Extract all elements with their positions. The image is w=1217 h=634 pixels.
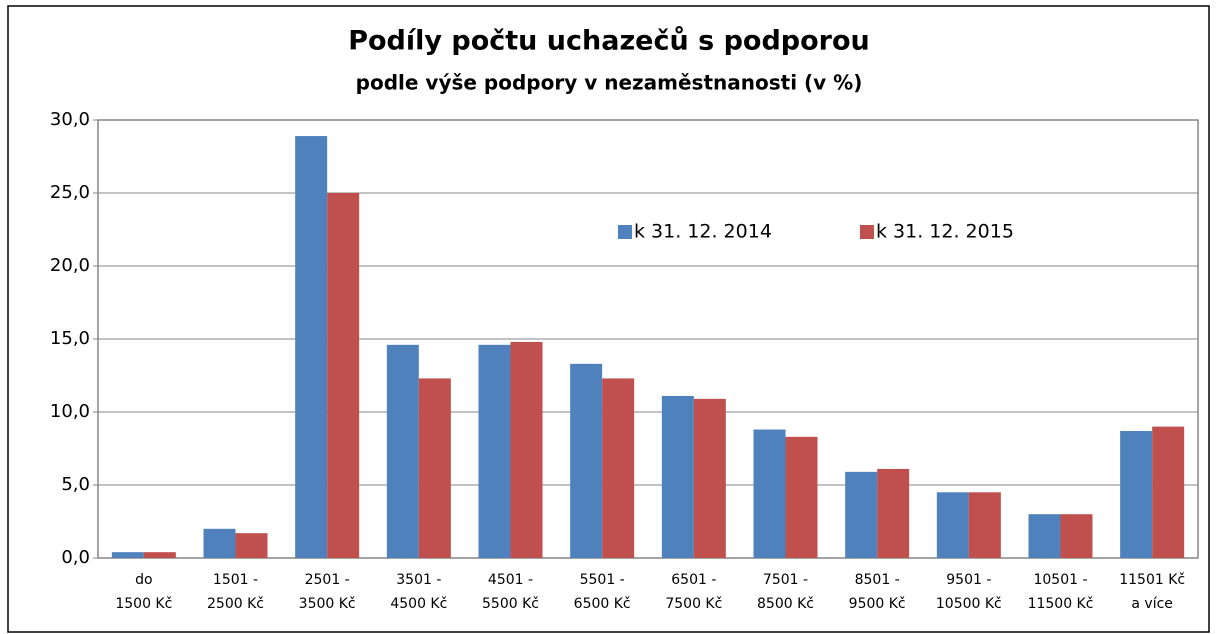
bar xyxy=(661,395,694,558)
bar xyxy=(845,471,878,558)
y-tick-label: 30,0 xyxy=(50,109,90,130)
bar xyxy=(1152,426,1185,558)
x-tick-label: 8501 - xyxy=(855,572,900,588)
bar xyxy=(1028,514,1061,558)
x-tick-label: 6500 Kč xyxy=(574,596,631,612)
chart-title: Podíly počtu uchazečů s podporou xyxy=(348,26,870,57)
bar xyxy=(602,378,635,558)
x-tick-label: 1501 - xyxy=(213,572,258,588)
bar xyxy=(693,398,726,558)
plot-area xyxy=(97,119,1199,559)
x-tick-label: 10501 - xyxy=(1033,572,1087,588)
x-tick-label: 6501 - xyxy=(671,572,716,588)
x-tick-label: do xyxy=(135,572,152,588)
bar xyxy=(1120,430,1153,558)
x-tick-label: a více xyxy=(1131,596,1173,612)
x-tick-label: 5500 Kč xyxy=(482,596,539,612)
y-tick-label: 15,0 xyxy=(50,328,90,349)
x-tick-label: 8500 Kč xyxy=(757,596,814,612)
y-tick-label: 5,0 xyxy=(61,474,90,495)
legend-label: k 31. 12. 2014 xyxy=(634,221,772,243)
x-tick-label: 2500 Kč xyxy=(207,596,264,612)
x-tick-label: 10500 Kč xyxy=(936,596,1002,612)
bar xyxy=(936,492,969,558)
bar xyxy=(877,468,910,558)
bar xyxy=(295,136,328,558)
bar xyxy=(968,492,1001,558)
bar xyxy=(785,436,818,558)
legend-swatch xyxy=(860,225,874,239)
x-tick-label: 11500 Kč xyxy=(1028,596,1094,612)
x-tick-label: 9501 - xyxy=(946,572,991,588)
bar xyxy=(386,344,419,558)
bar xyxy=(203,528,236,558)
legend-label: k 31. 12. 2015 xyxy=(876,221,1014,243)
x-tick-label: 9500 Kč xyxy=(849,596,906,612)
bar xyxy=(478,344,511,558)
x-tick-label: 2501 - xyxy=(305,572,350,588)
bar xyxy=(570,363,603,558)
x-tick-label: 3500 Kč xyxy=(299,596,356,612)
bar xyxy=(235,533,268,558)
x-tick-label: 4501 - xyxy=(488,572,533,588)
bar xyxy=(1060,514,1093,558)
bar xyxy=(111,552,144,558)
bar xyxy=(143,552,176,558)
x-tick-label: 4500 Kč xyxy=(390,596,447,612)
y-tick-label: 10,0 xyxy=(50,401,90,422)
legend-swatch xyxy=(618,225,632,239)
x-tick-label: 7501 - xyxy=(763,572,808,588)
bar xyxy=(418,378,451,558)
x-tick-label: 11501 Kč xyxy=(1119,572,1185,588)
x-tick-label: 5501 - xyxy=(580,572,625,588)
chart-subtitle: podle výše podpory v nezaměstnanosti (v … xyxy=(356,71,863,95)
x-tick-label: 1500 Kč xyxy=(115,596,172,612)
x-tick-label: 7500 Kč xyxy=(665,596,722,612)
bar xyxy=(753,429,786,558)
bar xyxy=(510,341,543,558)
x-tick-label: 3501 - xyxy=(396,572,441,588)
y-tick-label: 20,0 xyxy=(50,255,90,276)
bar xyxy=(327,193,360,558)
y-tick-label: 25,0 xyxy=(50,182,90,203)
y-tick-label: 0,0 xyxy=(61,547,90,568)
